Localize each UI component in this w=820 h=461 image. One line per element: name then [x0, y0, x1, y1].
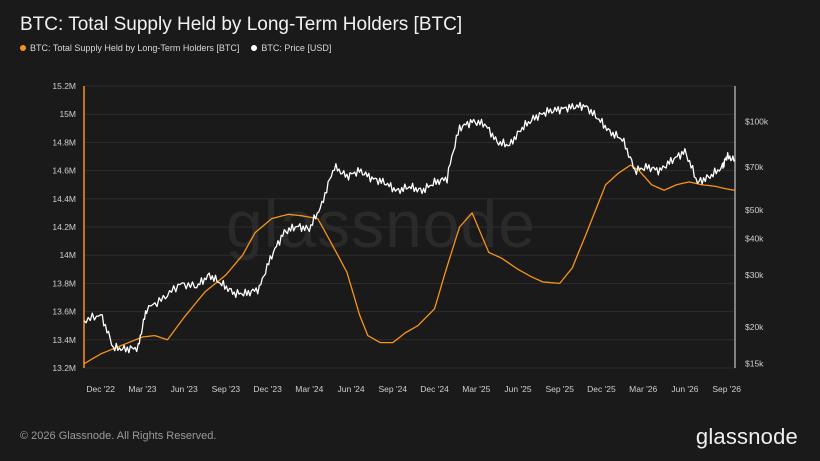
right-axis-tick-label: $100k [745, 116, 769, 126]
x-axis-tick-label: Dec '24 [420, 384, 449, 394]
series-line-price[interactable] [83, 101, 736, 354]
x-axis-tick-label: Sep '26 [712, 384, 741, 394]
glassnode-logo[interactable]: glassnode [695, 424, 798, 449]
chart-title: BTC: Total Supply Held by Long-Term Hold… [20, 14, 463, 35]
left-axis-tick-label: 14M [59, 250, 76, 260]
x-axis-tick-label: Mar '26 [629, 384, 657, 394]
x-axis-tick-label: Jun '26 [671, 384, 698, 394]
x-axis-tick-label: Jun '24 [337, 384, 364, 394]
x-axis-tick-label: Mar '24 [295, 384, 323, 394]
legend-item-price[interactable]: BTC: Price [USD] [251, 43, 331, 53]
x-axis-tick-label: Sep '25 [545, 384, 574, 394]
right-axis-tick-label: $70k [745, 162, 764, 172]
left-axis-tick-label: 13.8M [52, 278, 76, 288]
x-axis-tick-label: Sep '24 [379, 384, 408, 394]
right-axis-tick-label: $20k [745, 322, 764, 332]
legend: BTC: Total Supply Held by Long-Term Hold… [20, 43, 331, 53]
left-axis-tick-label: 14.4M [52, 194, 76, 204]
right-axis-tick-label: $15k [745, 359, 764, 369]
legend-label-price: BTC: Price [USD] [261, 43, 332, 53]
footer-copyright: © 2026 Glassnode. All Rights Reserved. [20, 430, 217, 442]
right-axis-tick-label: $30k [745, 270, 764, 280]
right-axis-tick-label: $50k [745, 205, 764, 215]
left-axis-tick-label: 13.6M [52, 307, 76, 317]
left-axis-tick-label: 15M [59, 109, 76, 119]
left-axis-tick-label: 14.6M [52, 166, 76, 176]
legend-label-lth-supply: BTC: Total Supply Held by Long-Term Hold… [30, 43, 240, 53]
x-axis-tick-label: Mar '23 [128, 384, 156, 394]
left-axis-tick-label: 14.2M [52, 222, 76, 232]
left-axis-tick-label: 13.2M [52, 363, 76, 373]
x-axis-tick-label: Sep '23 [212, 384, 241, 394]
x-axis-tick-label: Jun '23 [171, 384, 198, 394]
right-axis-tick-label: $40k [745, 233, 764, 243]
x-axis-tick-label: Dec '25 [587, 384, 616, 394]
x-axis-tick-label: Dec '23 [253, 384, 282, 394]
left-axis-tick-label: 14.8M [52, 137, 76, 147]
x-axis-tick-label: Dec '22 [86, 384, 115, 394]
legend-swatch-lth-supply [20, 45, 26, 51]
legend-swatch-price [251, 45, 258, 51]
left-axis-tick-label: 13.4M [52, 335, 76, 345]
legend-item-lth-supply[interactable]: BTC: Total Supply Held by Long-Term Hold… [20, 43, 239, 53]
watermark: glassnode [226, 187, 536, 261]
x-axis-tick-label: Jun '25 [504, 384, 531, 394]
series-line-lth-supply[interactable] [83, 164, 736, 365]
left-axis-tick-label: 15.2M [52, 81, 76, 91]
x-axis-tick-label: Mar '25 [462, 384, 490, 394]
